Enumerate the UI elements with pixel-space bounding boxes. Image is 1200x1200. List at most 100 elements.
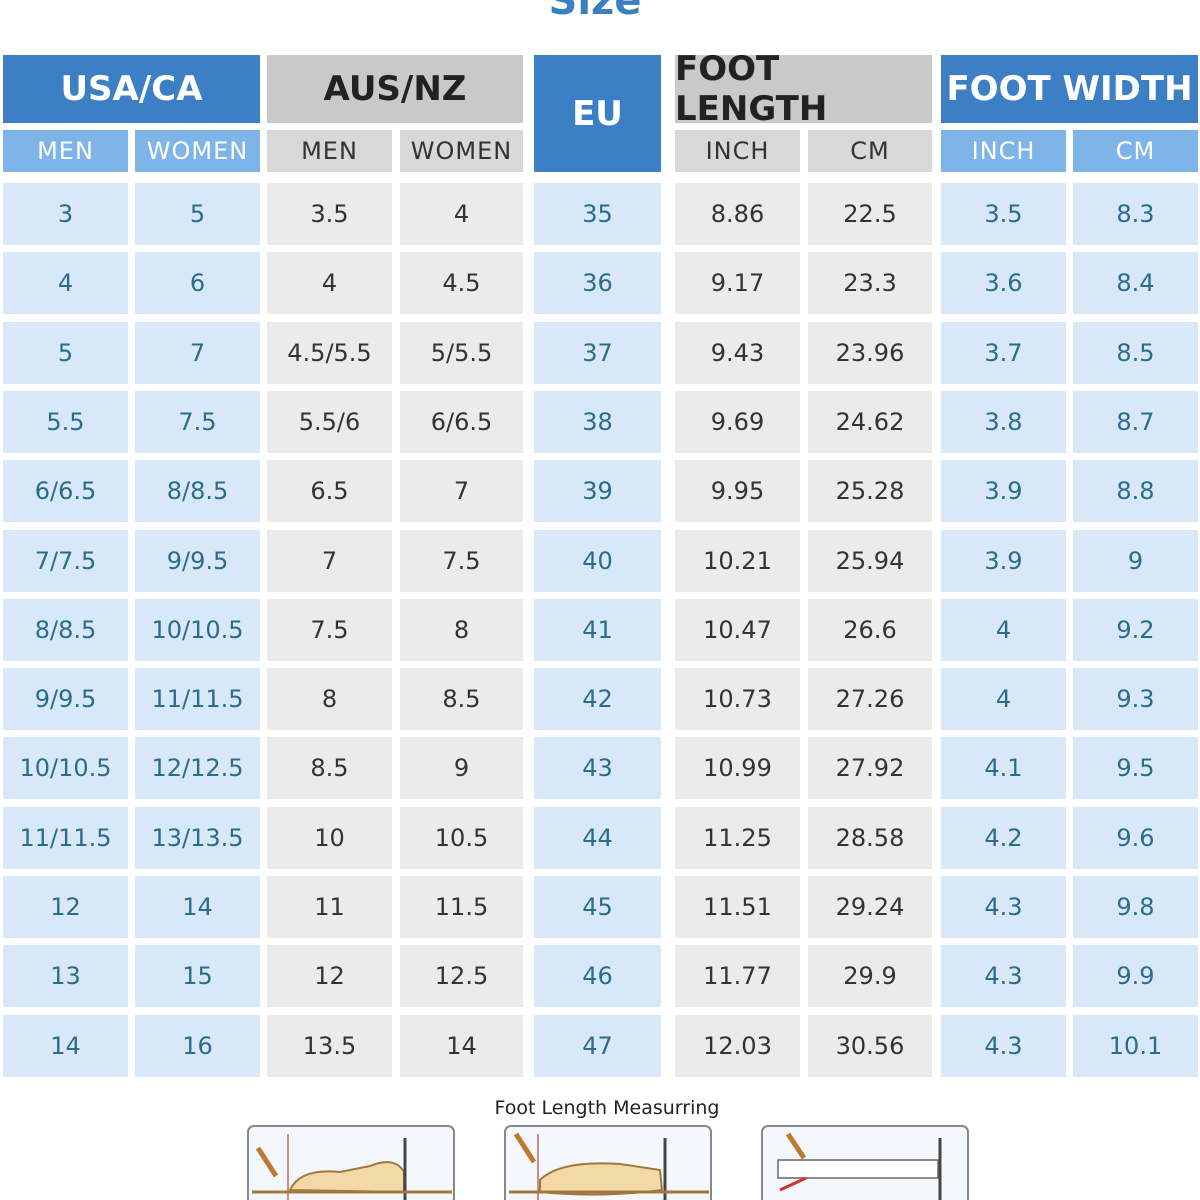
sub-header: MEN [3, 130, 128, 172]
sub-header: WOMEN [400, 130, 523, 172]
table-cell: 12 [267, 945, 392, 1008]
table-cell: 5 [135, 183, 260, 245]
table-cell: 11.77 [675, 945, 800, 1008]
table-cell: 4.3 [941, 945, 1066, 1008]
table-cell: 9 [1073, 529, 1198, 592]
table-cell: 8.86 [675, 183, 800, 245]
table-cell: 30.56 [808, 1014, 932, 1077]
table-cell: 42 [534, 668, 661, 731]
table-cell: 25.94 [808, 529, 932, 592]
table-cell: 13 [3, 945, 128, 1008]
table-cell: 7/7.5 [3, 529, 128, 592]
table-cell: 10 [267, 806, 392, 869]
table-cell: 26.6 [808, 598, 932, 661]
table-cell: 39 [534, 460, 661, 523]
table-cell: 46 [534, 945, 661, 1008]
table-cell: 9.8 [1073, 876, 1198, 938]
table-cell: 8.5 [267, 737, 392, 800]
table-cell: 5 [3, 321, 128, 384]
table-cell: 45 [534, 876, 661, 938]
table-cell: 3.5 [267, 183, 392, 245]
table-cell: 27.26 [808, 668, 932, 731]
group-header: EU [534, 55, 661, 172]
table-cell: 9/9.5 [135, 529, 260, 592]
table-cell: 11 [267, 876, 392, 938]
table-cell: 9/9.5 [3, 668, 128, 731]
table-cell: 13/13.5 [135, 806, 260, 869]
table-cell: 11/11.5 [3, 806, 128, 869]
table-cell: 8.3 [1073, 183, 1198, 245]
table-cell: 7.5 [267, 598, 392, 661]
group-header: FOOT WIDTH [941, 55, 1198, 123]
table-cell: 16 [135, 1014, 260, 1077]
table-cell: 9.69 [675, 390, 800, 453]
table-cell: 36 [534, 252, 661, 315]
table-cell: 9.6 [1073, 806, 1198, 869]
table-cell: 10.5 [400, 806, 523, 869]
table-cell: 4 [267, 252, 392, 315]
table-cell: 41 [534, 598, 661, 661]
table-cell: 3.5 [941, 183, 1066, 245]
table-cell: 7.5 [400, 529, 523, 592]
table-cell: 3.7 [941, 321, 1066, 384]
table-cell: 43 [534, 737, 661, 800]
table-cell: 35 [534, 183, 661, 245]
table-cell: 6 [135, 252, 260, 315]
table-cell: 28.58 [808, 806, 932, 869]
table-cell: 14 [400, 1014, 523, 1077]
table-cell: 5.5/6 [267, 390, 392, 453]
sub-header: MEN [267, 130, 392, 172]
table-cell: 27.92 [808, 737, 932, 800]
group-header: FOOT LENGTH [675, 49, 932, 129]
table-cell: 13.5 [267, 1014, 392, 1077]
title: Size [548, 0, 642, 24]
table-cell: 8/8.5 [135, 460, 260, 523]
table-cell: 12.03 [675, 1014, 800, 1077]
caption: Foot Length Measurring [494, 1097, 720, 1119]
table-cell: 3 [3, 183, 128, 245]
group-header: USA/CA [3, 55, 260, 123]
table-cell: 9.3 [1073, 668, 1198, 731]
table-cell: 37 [534, 321, 661, 384]
table-cell: 8.7 [1073, 390, 1198, 453]
table-cell: 4.5/5.5 [267, 321, 392, 384]
measure-illustrations [247, 1125, 969, 1200]
table-cell: 25.28 [808, 460, 932, 523]
table-cell: 10.21 [675, 529, 800, 592]
group-header: AUS/NZ [267, 55, 523, 123]
sub-header: WOMEN [135, 130, 260, 172]
table-cell: 44 [534, 806, 661, 869]
table-cell: 4.3 [941, 876, 1066, 938]
table-cell: 10/10.5 [135, 598, 260, 661]
table-cell: 4.2 [941, 806, 1066, 869]
table-cell: 10/10.5 [3, 737, 128, 800]
table-cell: 12 [3, 876, 128, 938]
table-cell: 15 [135, 945, 260, 1008]
table-cell: 4 [941, 598, 1066, 661]
table-cell: 11.25 [675, 806, 800, 869]
table-cell: 10.73 [675, 668, 800, 731]
table-cell: 7.5 [135, 390, 260, 453]
table-cell: 11/11.5 [135, 668, 260, 731]
table-cell: 8.4 [1073, 252, 1198, 315]
table-cell: 8 [267, 668, 392, 731]
sub-header: CM [1073, 130, 1198, 172]
table-cell: 14 [3, 1014, 128, 1077]
table-cell: 9.43 [675, 321, 800, 384]
table-cell: 11.5 [400, 876, 523, 938]
table-cell: 10.99 [675, 737, 800, 800]
table-cell: 7 [267, 529, 392, 592]
table-cell: 10.47 [675, 598, 800, 661]
table-cell: 3.6 [941, 252, 1066, 315]
table-cell: 23.3 [808, 252, 932, 315]
table-cell: 38 [534, 390, 661, 453]
table-cell: 4 [941, 668, 1066, 731]
table-cell: 12/12.5 [135, 737, 260, 800]
table-cell: 8 [400, 598, 523, 661]
table-cell: 6/6.5 [400, 390, 523, 453]
table-cell: 9.5 [1073, 737, 1198, 800]
table-cell: 3.8 [941, 390, 1066, 453]
table-cell: 40 [534, 529, 661, 592]
table-cell: 4.3 [941, 1014, 1066, 1077]
